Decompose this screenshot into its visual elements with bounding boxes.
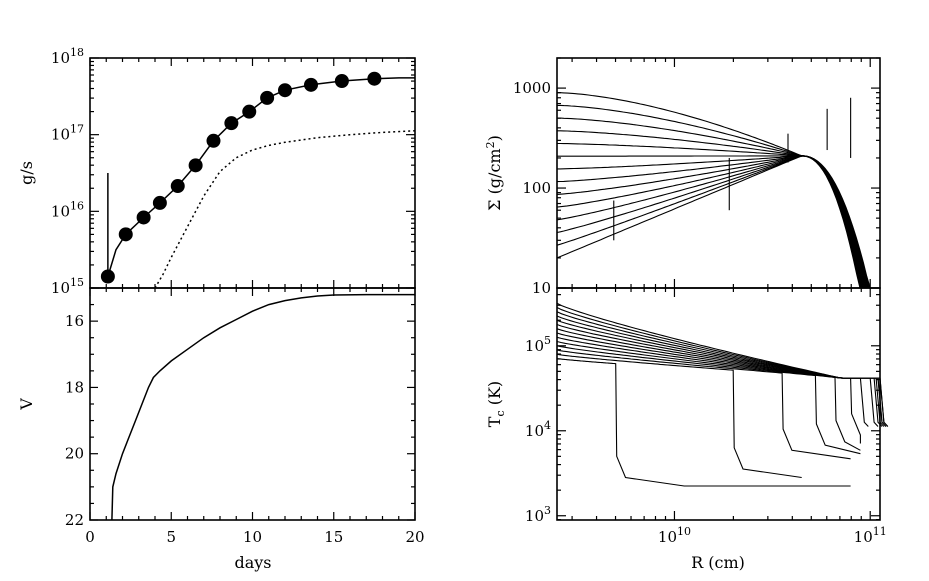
tc-y-tick-label: 105 (525, 334, 551, 355)
mdot-marker (224, 116, 239, 131)
tc-ylabel: Tc (K) (485, 381, 507, 427)
sigma-profile (556, 155, 866, 289)
sigma-y-tick-label: 1000 (513, 79, 551, 97)
sigma-profile (556, 155, 863, 289)
tc-profile (556, 340, 861, 451)
mdot-marker (152, 195, 167, 210)
vmag-curve (111, 293, 415, 521)
data-curves (100, 71, 889, 521)
mdot-y-tick-label: 1018 (51, 46, 84, 67)
vmag-x-tick-label: 0 (85, 528, 95, 546)
mdot-y-tick-label: 1017 (51, 123, 84, 144)
tc-xlabel: R (cm) (691, 553, 745, 572)
sigma-profile (556, 155, 863, 289)
tc-profile (556, 349, 851, 460)
sigma-profile (556, 155, 861, 289)
vmag-x-tick-label: 5 (166, 528, 176, 546)
tc-y-tick-label: 104 (525, 419, 551, 440)
tc-x-tick-label: 1011 (854, 525, 887, 546)
sigma-profile (557, 92, 871, 289)
mdot-marker (188, 158, 203, 173)
mdot-marker (136, 210, 151, 225)
mdot-y-tick-label: 1015 (51, 276, 84, 297)
sigma-ylabel: Σ (g/cm2) (484, 135, 504, 211)
mdot-marker (170, 179, 185, 194)
mdot-marker (242, 104, 257, 119)
vmag-y-tick-label: 22 (65, 511, 84, 529)
mdot-marker (100, 269, 115, 284)
panel-sigma-frame (556, 57, 881, 289)
mdot-y-tick-label: 1016 (51, 199, 84, 220)
sigma-profile (556, 155, 862, 289)
tc-profile (556, 345, 861, 455)
mdot-marker (334, 74, 349, 88)
vmag-y-tick-label: 20 (65, 445, 84, 463)
sigma-profile (556, 155, 865, 289)
mdot-ylabel: g/s (17, 161, 36, 185)
mdot-marker (206, 133, 221, 148)
tc-x-tick-label: 1010 (658, 525, 691, 546)
mdot-solid-curve (107, 77, 415, 277)
tc-profile (556, 315, 887, 427)
mdot-marker (367, 71, 382, 86)
mdot-marker (260, 90, 275, 105)
vmag-ylabel: V (17, 398, 36, 411)
vmag-x-tick-label: 20 (405, 528, 424, 546)
tc-profile (556, 307, 889, 427)
panel-mdot-frame (89, 57, 416, 289)
sigma-y-tick-label: 10 (532, 279, 551, 297)
vmag-x-tick-label: 15 (324, 528, 343, 546)
sigma-profile (557, 155, 867, 289)
mdot-marker (304, 77, 318, 92)
tick-marks (89, 57, 880, 521)
mdot-marker (278, 83, 292, 98)
vmag-y-tick-label: 18 (65, 378, 84, 396)
tc-profile (556, 332, 869, 427)
tc-profile (556, 302, 889, 427)
tc-profile (556, 357, 851, 487)
tc-profile (556, 353, 802, 479)
vmag-x-tick-label: 10 (243, 528, 262, 546)
tc-profile (556, 336, 861, 444)
panel-vmag-frame (89, 287, 416, 521)
tc-y-tick-label: 103 (525, 504, 551, 525)
vmag-xlabel: days (234, 553, 271, 572)
sigma-y-tick-label: 100 (522, 179, 551, 197)
sigma-profile (557, 155, 867, 289)
vmag-y-tick-label: 16 (65, 312, 84, 330)
sigma-profile (556, 155, 864, 289)
mdot-marker (118, 227, 133, 242)
mdot-dotted-curve (154, 130, 416, 289)
sigma-profile (557, 130, 869, 289)
